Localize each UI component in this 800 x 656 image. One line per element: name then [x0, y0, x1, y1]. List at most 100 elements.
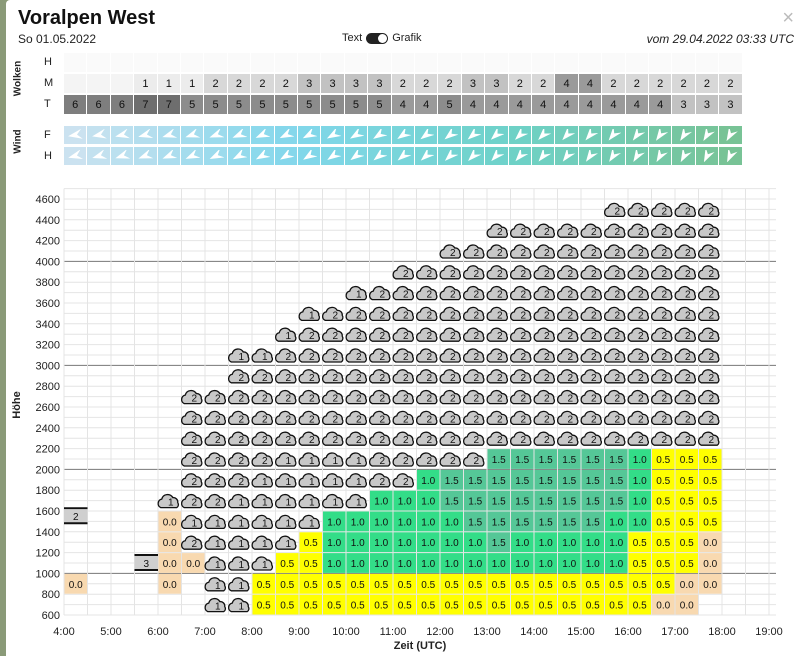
thermal-cell [605, 490, 628, 511]
cloud-icon: 2 [486, 410, 508, 425]
cloud-icon: 2 [368, 452, 391, 467]
level-marker-label: 3 [143, 559, 149, 570]
wind-arrow-icon [134, 126, 157, 144]
wind-row-label-h: H [44, 150, 52, 162]
thermal-cell [370, 594, 393, 615]
cloud-level-label: 2 [450, 248, 456, 259]
cloud-cell-h [555, 53, 578, 72]
thermal-value: 0.5 [703, 476, 717, 487]
wind-arrow-icon [391, 147, 414, 165]
cloud-level-label: 2 [661, 269, 667, 280]
cloud-icon: 2 [274, 431, 297, 446]
thermal-cell [487, 532, 510, 553]
thermal-value: 0.0 [680, 601, 694, 612]
thermal-value: 0.5 [304, 580, 318, 591]
thermal-value: 1.0 [609, 559, 623, 570]
cloud-level-label: 2 [614, 248, 620, 259]
issued-timestamp: vom 29.04.2022 03:33 UTC [646, 32, 794, 46]
thermal-cell [346, 511, 369, 532]
cloud-level-label: 2 [614, 290, 620, 301]
close-icon[interactable]: × [782, 7, 794, 29]
cloud-icon: 2 [556, 431, 579, 446]
thermal-cell [346, 594, 369, 615]
cloud-icon: 2 [697, 369, 720, 384]
cloud-icon: 2 [697, 327, 720, 342]
cloud-icon: 1 [274, 514, 297, 529]
thermal-value: 0.5 [539, 601, 553, 612]
cloud-icon: 2 [650, 369, 673, 384]
thermal-cell [417, 573, 440, 594]
cloud-icon: 2 [697, 389, 720, 405]
thermal-value: 1.5 [539, 497, 553, 508]
thermal-value: 1.5 [586, 517, 600, 528]
thermal-cell [652, 553, 675, 573]
cloud-level-label: 2 [473, 373, 479, 384]
thermal-value: 0.5 [633, 559, 647, 570]
cloud-icon: 2 [580, 306, 602, 321]
cloud-icon: 2 [580, 431, 602, 446]
cloud-level-label: 2 [567, 269, 573, 280]
cloud-icon: 2 [462, 431, 485, 446]
cloud-level-label: 2 [309, 352, 315, 363]
cloud-level-label: 2 [309, 435, 315, 446]
cloud-level-label: 2 [450, 435, 456, 446]
cloud-level-label: 2 [638, 352, 644, 363]
cloud-icon: 2 [674, 327, 696, 342]
thermal-value: 1.5 [492, 538, 506, 549]
cloud-level-label: 2 [497, 352, 503, 363]
cloud-level-label: 1 [238, 352, 244, 363]
thermal-cell [440, 594, 463, 615]
thermal-cell [464, 490, 487, 511]
thermal-cell [464, 573, 487, 594]
cloud-level-label: 2 [403, 477, 409, 488]
cloud-level-label: 1 [332, 456, 338, 467]
cloud-level-label: 2 [473, 248, 479, 259]
cloud-icon: 2 [345, 348, 367, 363]
y-tick-label: 1800 [36, 485, 60, 497]
thermal-value: 1.0 [633, 497, 647, 508]
cloud-icon: 2 [650, 306, 673, 321]
cloud-level-label: 1 [238, 518, 244, 529]
thermal-cell [252, 594, 275, 615]
thermal-cell [652, 449, 675, 469]
cloud-level-label: 2 [661, 206, 667, 217]
cloud-icon: 2 [603, 244, 626, 259]
wind-arrow-icon [461, 126, 485, 144]
cloud-cell-M: 2 [532, 74, 555, 93]
toggle-text-label[interactable]: Text [342, 32, 363, 44]
x-tick-label: 11:00 [380, 626, 407, 638]
cloud-level-label: 2 [638, 373, 644, 384]
cloud-level-label: 1 [238, 498, 244, 509]
cloud-icon: 2 [674, 369, 696, 384]
cloud-icon: 2 [415, 306, 438, 321]
cloud-icon: 1 [251, 556, 273, 571]
thermal-value: 1.0 [445, 559, 459, 570]
view-toggle[interactable]: Text Grafik [342, 32, 422, 44]
cloud-row-label-t: T [44, 98, 51, 110]
cloud-level-label: 2 [379, 331, 385, 342]
thermal-value: 1.0 [515, 538, 529, 549]
cloud-icon: 2 [462, 452, 485, 467]
cloud-level-label: 2 [638, 269, 644, 280]
cloud-cell-T: 6 [110, 95, 134, 114]
cloud-icon: 2 [439, 265, 461, 280]
toggle-grafik-label[interactable]: Grafik [392, 32, 422, 44]
cloud-level-label: 2 [567, 290, 573, 301]
thermal-cell [393, 532, 416, 553]
wind-arrow-icon [625, 126, 648, 144]
cloud-icon: 1 [274, 473, 297, 488]
cloud-icon: 2 [251, 431, 273, 446]
cloud-cell-T: 5 [251, 95, 274, 114]
toggle-switch[interactable] [366, 32, 389, 44]
cloud-cell-h [344, 53, 368, 72]
cloud-icon: 2 [180, 431, 203, 446]
cloud-icon: 2 [674, 348, 696, 363]
cloud-level-label: 2 [661, 414, 667, 425]
cloud-icon: 2 [627, 431, 649, 446]
cloud-level-label: 2 [450, 331, 456, 342]
cloud-icon: 2 [439, 452, 461, 467]
wind-arrow-icon [110, 147, 134, 165]
cloud-level-label: 1 [356, 456, 362, 467]
cloud-cell-T: 5 [181, 95, 204, 114]
thermal-cell [605, 469, 628, 490]
